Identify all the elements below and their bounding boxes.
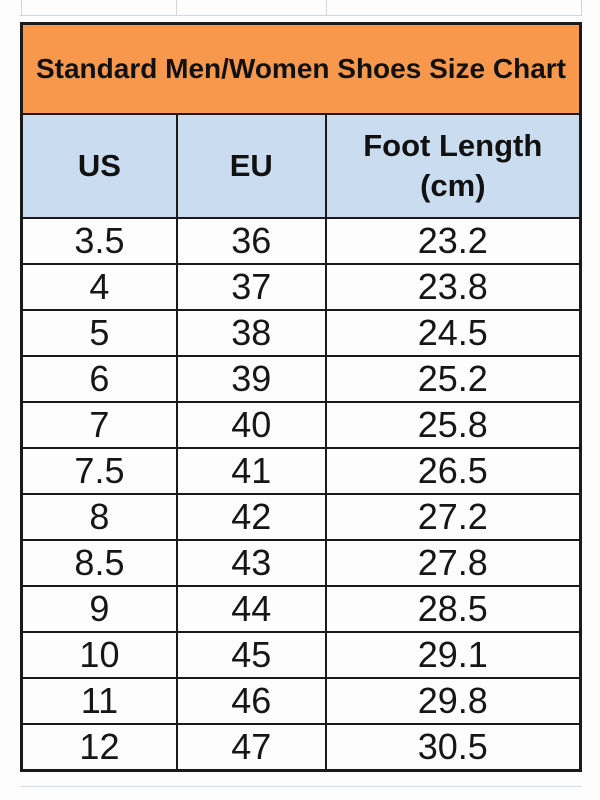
size-chart-table: Standard Men/Women Shoes Size Chart US E… [20,22,582,772]
table-row: 10 45 29.1 [20,631,582,679]
eu-size-cell: 46 [175,677,327,725]
foot-length-cell: 27.2 [324,493,582,541]
eu-size-cell: 43 [175,539,327,587]
table-row: 7.5 41 26.5 [20,447,582,495]
eu-size-cell: 36 [175,217,327,265]
size-table-body: 3.5 36 23.2 4 37 23.8 5 38 24.5 6 39 25.… [20,217,582,772]
us-size-cell: 11 [20,677,178,725]
column-header-us: US [20,113,178,219]
foot-length-cell: 28.5 [324,585,582,633]
us-size-cell: 8.5 [20,539,178,587]
foot-length-cell: 29.8 [324,677,582,725]
foot-length-label-line2: (cm) [420,168,486,203]
eu-size-cell: 41 [175,447,327,495]
foot-length-cell: 23.8 [324,263,582,311]
us-size-cell: 8 [20,493,178,541]
foot-length-cell: 29.1 [324,631,582,679]
table-row: 7 40 25.8 [20,401,582,449]
us-size-cell: 10 [20,631,178,679]
us-size-cell: 5 [20,309,178,357]
column-header-row: US EU Foot Length (cm) [20,113,582,219]
eu-size-cell: 47 [175,723,327,772]
us-size-cell: 7 [20,401,178,449]
us-size-cell: 4 [20,263,178,311]
spreadsheet-gridline-vertical [326,0,327,16]
table-title: Standard Men/Women Shoes Size Chart [20,22,582,115]
table-row: 3.5 36 23.2 [20,217,582,265]
foot-length-cell: 26.5 [324,447,582,495]
table-row: 11 46 29.8 [20,677,582,725]
eu-size-cell: 42 [175,493,327,541]
table-row: 12 47 30.5 [20,723,582,772]
table-row: 8 42 27.2 [20,493,582,541]
foot-length-cell: 25.8 [324,401,582,449]
table-row: 5 38 24.5 [20,309,582,357]
foot-length-cell: 23.2 [324,217,582,265]
eu-size-cell: 38 [175,309,327,357]
eu-size-cell: 45 [175,631,327,679]
title-row: Standard Men/Women Shoes Size Chart [20,22,582,115]
table-row: 6 39 25.2 [20,355,582,403]
eu-size-cell: 39 [175,355,327,403]
foot-length-cell: 27.8 [324,539,582,587]
table-row: 4 37 23.8 [20,263,582,311]
foot-length-cell: 30.5 [324,723,582,772]
table-row: 9 44 28.5 [20,585,582,633]
foot-length-cell: 25.2 [324,355,582,403]
eu-size-cell: 40 [175,401,327,449]
spreadsheet-gridline-vertical [176,0,177,16]
spreadsheet-gridline-vertical [21,0,22,16]
spreadsheet-gridline-vertical [581,0,582,16]
column-header-eu: EU [175,113,327,219]
us-size-cell: 12 [20,723,178,772]
spreadsheet-gridline-horizontal [20,786,582,787]
table-row: 8.5 43 27.8 [20,539,582,587]
column-header-foot-length: Foot Length (cm) [324,113,582,219]
us-size-cell: 3.5 [20,217,178,265]
us-size-cell: 6 [20,355,178,403]
spreadsheet-gridline-horizontal [20,15,582,16]
foot-length-cell: 24.5 [324,309,582,357]
foot-length-label-line1: Foot Length [363,128,543,164]
eu-size-cell: 44 [175,585,327,633]
us-size-cell: 7.5 [20,447,178,495]
eu-size-cell: 37 [175,263,327,311]
us-size-cell: 9 [20,585,178,633]
